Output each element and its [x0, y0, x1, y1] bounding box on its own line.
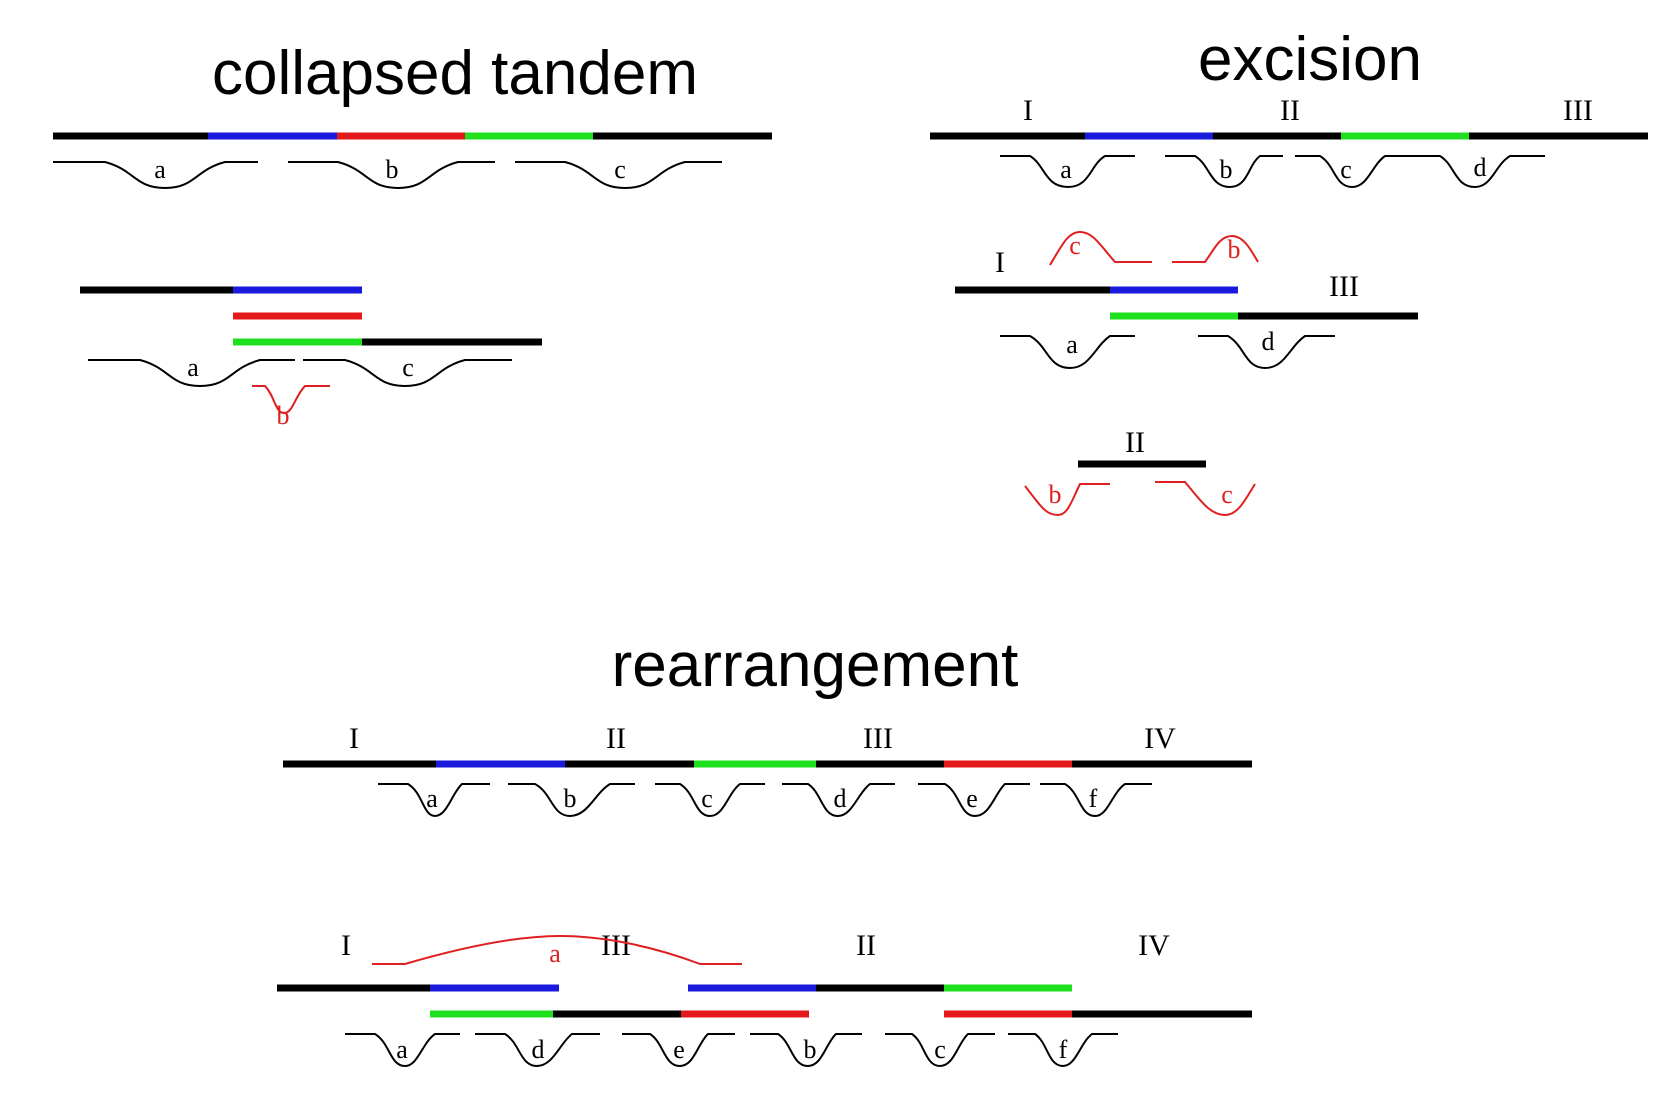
mate-pair-read [1295, 155, 1440, 189]
panel-excision: excision I II III a b c d c [930, 25, 1648, 517]
excision-region-labels-assembled: I III [995, 246, 1359, 303]
mate-pair-read [53, 161, 258, 190]
region-label: I [349, 722, 359, 755]
region-label: II [1125, 426, 1145, 459]
collapsed-tandem-reads-top: a b c [53, 155, 722, 190]
mate-pair-read [1198, 335, 1335, 370]
read-label: d [532, 1035, 545, 1064]
read-label: a [154, 155, 166, 184]
read-label: f [1059, 1035, 1068, 1064]
mate-pair-read [515, 161, 722, 190]
read-label: d [1474, 153, 1487, 182]
read-label: a [1066, 330, 1078, 359]
misplaced-read-label: c [1069, 231, 1081, 260]
read-label: d [1262, 327, 1275, 356]
read-label: e [673, 1035, 685, 1064]
misplaced-read [1024, 483, 1110, 517]
region-label: IV [1144, 722, 1176, 755]
mate-pair-read [345, 1033, 460, 1068]
mate-pair-read [1165, 155, 1283, 189]
misplaced-read [1155, 481, 1256, 517]
excision-assembly [955, 286, 1418, 320]
misplaced-read-label: b [1049, 480, 1062, 509]
read-label: a [426, 784, 438, 813]
excision-misplaced-reads-top: c b [1049, 230, 1259, 266]
read-label: b [1220, 155, 1233, 184]
collapsed-tandem-assembly [80, 286, 542, 346]
excision-reads-assembled: a d [1000, 327, 1335, 370]
read-label: c [934, 1035, 946, 1064]
read-label: a [396, 1035, 408, 1064]
read-label: a [1060, 155, 1072, 184]
panel-collapsed-tandem: collapsed tandem a b c a [53, 39, 772, 430]
misplaced-read [1172, 234, 1259, 263]
read-label: c [1340, 155, 1352, 184]
region-label: I [1023, 94, 1033, 127]
mate-pair-read [508, 783, 635, 818]
read-label: b [564, 784, 577, 813]
rearrangement-region-labels-bottom: I III II IV [341, 929, 1170, 962]
mate-pair-read [782, 783, 895, 818]
mate-pair-read [288, 161, 495, 190]
region-label: I [995, 246, 1005, 279]
read-label: c [701, 784, 713, 813]
excision-title: excision [1198, 25, 1422, 94]
misplaced-read [252, 385, 330, 415]
misplaced-read [1049, 230, 1152, 266]
mate-pair-read [1000, 335, 1135, 370]
misplaced-read [372, 934, 742, 965]
rearrangement-title: rearrangement [612, 631, 1019, 700]
read-label: a [187, 353, 199, 382]
mate-pair-read [88, 359, 295, 388]
read-label: f [1089, 784, 1098, 813]
collapsed-tandem-reads-bottom: a c b [88, 353, 512, 430]
region-label: II [1280, 94, 1300, 127]
region-label: I [341, 929, 351, 962]
excision-region-labels-top: I II III [1023, 94, 1593, 127]
read-label: b [804, 1035, 817, 1064]
misplaced-read-label: b [277, 401, 290, 430]
region-label: III [1329, 270, 1359, 303]
mate-pair-read [622, 1033, 735, 1068]
misplaced-read-label: c [1221, 480, 1233, 509]
region-label: IV [1138, 929, 1170, 962]
panel-rearrangement: rearrangement I II III IV a b c d [277, 631, 1252, 1068]
region-label: III [1563, 94, 1593, 127]
mate-pair-read [918, 783, 1030, 818]
mate-pair-read [378, 783, 490, 818]
mate-pair-read [1405, 155, 1545, 189]
region-label: III [601, 929, 631, 962]
mate-pair-read [1008, 1033, 1118, 1068]
mate-pair-read [303, 359, 512, 388]
mate-pair-read [475, 1033, 600, 1068]
region-label: II [856, 929, 876, 962]
mate-pair-read [1040, 783, 1152, 818]
rearrangement-reads-top: a b c d e f [378, 783, 1152, 818]
region-label: III [863, 722, 893, 755]
mate-pair-read [1000, 155, 1135, 189]
collapsed-tandem-title: collapsed tandem [212, 39, 698, 108]
excision-reads-top: a b c d [1000, 153, 1545, 189]
read-label: c [614, 155, 626, 184]
misplaced-read-label: a [549, 939, 561, 968]
misplaced-read-label: b [1228, 235, 1241, 264]
rearrangement-assembly [277, 984, 1252, 1018]
mate-pair-read [750, 1033, 862, 1068]
read-label: b [386, 155, 399, 184]
mate-pair-read [655, 783, 765, 818]
rearrangement-region-labels-top: I II III IV [349, 722, 1176, 755]
read-label: d [834, 784, 847, 813]
region-label: II [606, 722, 626, 755]
mate-pair-read [885, 1033, 995, 1068]
read-label: c [402, 353, 414, 382]
excision-excised-fragment: II b c [1024, 426, 1256, 517]
read-label: e [966, 784, 978, 813]
rearrangement-reads-bottom: a d e b c f [345, 1033, 1118, 1068]
rearrangement-spanning-read: a [372, 934, 742, 968]
